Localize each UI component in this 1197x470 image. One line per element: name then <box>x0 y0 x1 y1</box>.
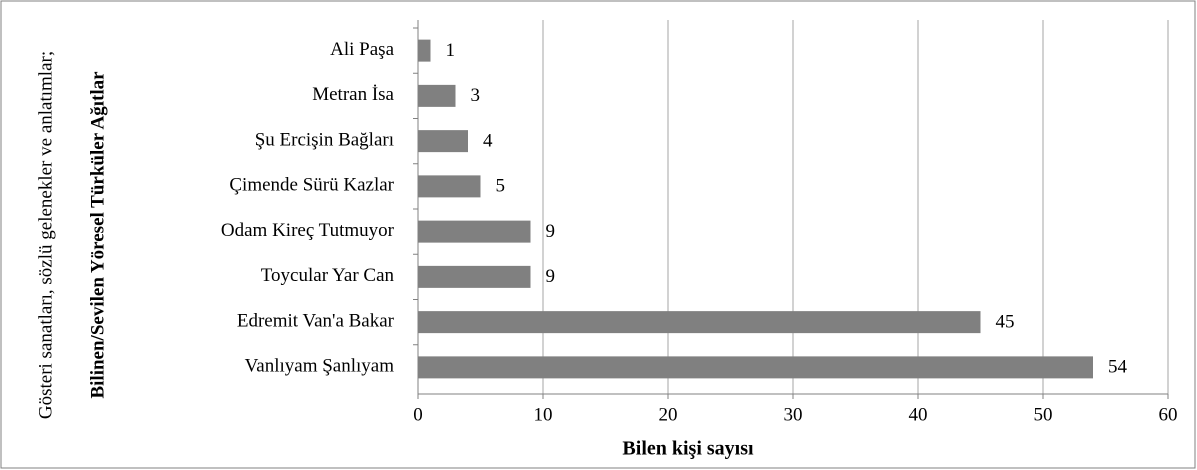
data-label: 9 <box>546 266 556 287</box>
y-axis-label: Bilinen/Sevilen Yöresel Türküler Ağıtlar <box>87 71 108 399</box>
data-label: 45 <box>996 311 1015 332</box>
bar <box>418 84 456 107</box>
bar <box>418 220 531 243</box>
x-tick-label: 20 <box>659 404 678 425</box>
bar <box>418 265 531 288</box>
x-tick-label: 40 <box>909 404 928 425</box>
data-label: 3 <box>471 85 481 106</box>
y-tick-label: Ali Paşa <box>330 39 394 60</box>
data-label: 5 <box>496 176 506 197</box>
x-tick-label: 60 <box>1159 404 1178 425</box>
y-tick-label: Edremit Van'a Bakar <box>237 310 395 331</box>
y-axis-label: Gösteri sanatları, sözlü gelenekler ve a… <box>35 51 56 419</box>
x-tick-label: 50 <box>1034 404 1053 425</box>
bar <box>418 311 981 334</box>
data-label: 9 <box>546 221 556 242</box>
bar <box>418 130 468 153</box>
data-label: 4 <box>483 130 493 151</box>
data-label: 54 <box>1108 357 1128 378</box>
bar <box>418 356 1093 379</box>
data-label: 1 <box>446 40 456 61</box>
y-tick-label: Şu Ercişin Bağları <box>255 129 394 150</box>
y-tick-label: Çimende Sürü Kazlar <box>229 175 394 196</box>
bar <box>418 175 481 198</box>
y-tick-label: Odam Kireç Tutmuyor <box>221 220 395 241</box>
y-tick-label: Metran İsa <box>312 84 394 105</box>
y-tick-label: Vanlıyam Şanlıyam <box>245 356 395 377</box>
x-axis-label: Bilen kişi sayısı <box>622 438 754 460</box>
x-tick-label: 0 <box>413 404 423 425</box>
x-tick-label: 10 <box>534 404 553 425</box>
x-tick-label: 30 <box>784 404 803 425</box>
y-tick-label: Toycular Yar Can <box>261 265 395 286</box>
bar <box>418 39 431 62</box>
